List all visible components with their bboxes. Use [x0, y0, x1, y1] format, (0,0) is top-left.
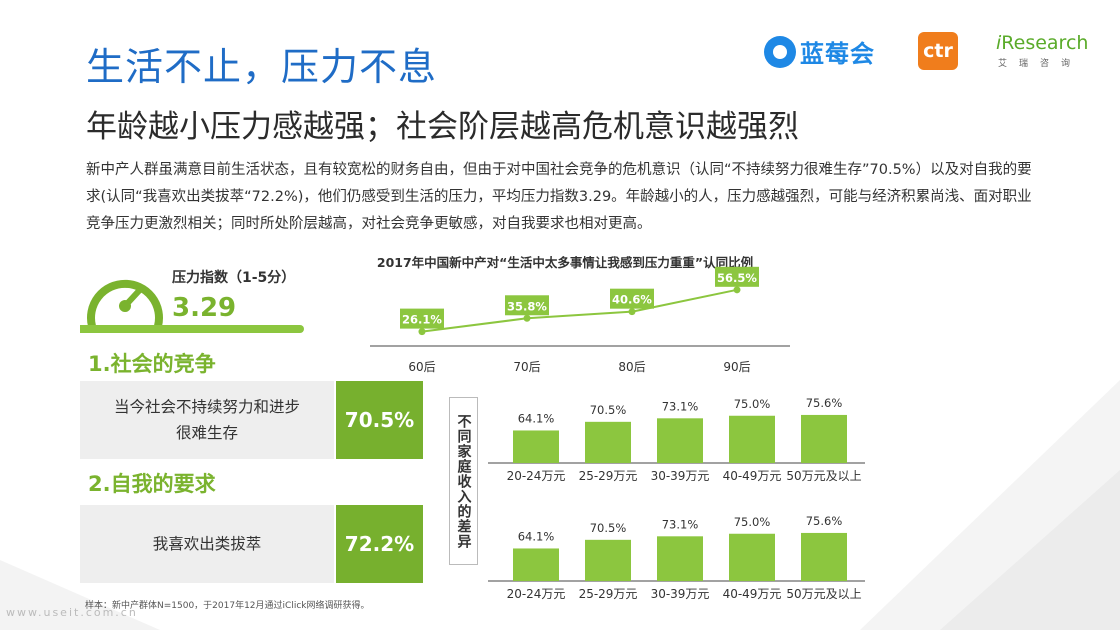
line-value-label: 26.1% — [402, 313, 442, 327]
income-difference-label: 不同家庭收入的差异 — [449, 397, 478, 565]
bar-value-label: 73.1% — [662, 517, 699, 531]
bar — [801, 532, 847, 581]
description-paragraph: 新中产人群虽满意目前生活状态，且有较宽松的财务自由，但由于对中国社会竞争的危机意… — [86, 162, 1032, 232]
line-value-box — [505, 295, 549, 316]
bar-category-label: 40-49万元 — [723, 469, 782, 483]
lanmei-logo-text: 蓝莓会 — [800, 40, 875, 68]
line-category-label: 70后 — [513, 360, 540, 374]
income-bar-chart-self: 64.1% 20-24万元 70.5% 25-29万元 73.1% 30-39万元 75.0… — [488, 514, 865, 601]
gauge-underline — [80, 325, 304, 333]
bar — [801, 414, 847, 463]
page-subtitle: 年龄越小压力感越强；社会阶层越高危机意识越强烈 — [86, 109, 799, 145]
sample-note: 样本：新中产群体N=1500，于2017年12月通过iClick网络调研获得。 — [85, 601, 370, 611]
bar — [513, 430, 559, 463]
bar-category-label: 50万元及以上 — [786, 469, 861, 483]
social-competition-line1: 当今社会不持续努力和进步 — [113, 398, 300, 416]
bar-value-label: 75.0% — [734, 515, 771, 529]
bar — [513, 548, 559, 581]
watermark: www.useit.com.cn — [6, 606, 138, 619]
line-value-box — [400, 308, 444, 329]
bar-value-label: 75.6% — [806, 396, 843, 410]
bar-value-label: 70.5% — [590, 521, 627, 535]
line-chart-title: 2017年中国新中产对“生活中太多事情让我感到压力重重”认同比例 — [377, 255, 753, 270]
section-social-competition-title: 1.社会的竞争 — [88, 352, 216, 376]
ctr-logo: ctr — [918, 32, 958, 70]
bar-category-label: 40-49万元 — [723, 587, 782, 601]
social-competition-line2: 很难生存 — [175, 424, 238, 442]
bar-category-label: 30-39万元 — [651, 587, 710, 601]
bar — [657, 418, 703, 463]
self-requirement-percent: 72.2% — [336, 505, 423, 583]
bar-category-label: 20-24万元 — [507, 469, 566, 483]
social-competition-percent: 70.5% — [336, 381, 423, 459]
self-requirement-statement: 我喜欢出类拔萃 — [80, 505, 334, 583]
line-series — [421, 288, 738, 333]
bar-value-label: 64.1% — [518, 411, 555, 425]
bar-value-label: 70.5% — [590, 403, 627, 417]
line-point — [418, 328, 426, 336]
bar-category-label: 50万元及以上 — [786, 587, 861, 601]
line-value-label: 40.6% — [612, 293, 652, 307]
line-category-label: 90后 — [723, 360, 750, 374]
line-point — [733, 286, 741, 294]
iresearch-logo-i: i — [996, 32, 1002, 54]
bar — [585, 421, 631, 463]
iresearch-logo-text: Research — [1001, 32, 1089, 54]
line-category-label: 60后 — [408, 360, 435, 374]
bar — [657, 536, 703, 581]
bar-category-label: 25-29万元 — [579, 587, 638, 601]
bar-category-label: 30-39万元 — [651, 469, 710, 483]
bar — [729, 533, 775, 581]
section-self-requirement-title: 2.自我的要求 — [88, 472, 216, 496]
line-point — [628, 308, 636, 316]
bar — [585, 539, 631, 581]
iresearch-logo: iResearch 艾瑞咨询 — [996, 32, 1088, 69]
gauge-icon — [87, 279, 163, 330]
bar-value-label: 75.6% — [806, 514, 843, 528]
bar-category-label: 20-24万元 — [507, 587, 566, 601]
line-value-box — [715, 266, 759, 287]
logo-group: 蓝莓会 ctr iResearch 艾瑞咨询 — [758, 24, 1098, 84]
pressure-index-label: 压力指数（1-5分） — [172, 270, 296, 286]
lanmei-bubble-icon — [764, 35, 796, 68]
pressure-index-value: 3.29 — [172, 293, 237, 323]
page-title: 生活不止，压力不息 — [86, 45, 438, 89]
bar-category-label: 25-29万元 — [579, 469, 638, 483]
line-value-label: 35.8% — [507, 299, 547, 313]
bar-value-label: 73.1% — [662, 399, 699, 413]
age-pressure-line-chart: 2017年中国新中产对“生活中太多事情让我感到压力重重”认同比例 26.1% 60后… — [370, 255, 790, 374]
lanmei-logo: 蓝莓会 — [764, 34, 875, 69]
social-competition-statement: 当今社会不持续努力和进步 很难生存 — [80, 381, 334, 459]
bar — [729, 415, 775, 463]
bar-value-label: 64.1% — [518, 529, 555, 543]
line-value-label: 56.5% — [717, 271, 757, 285]
line-value-box — [610, 288, 654, 309]
line-category-label: 80后 — [618, 360, 645, 374]
iresearch-logo-subtext: 艾瑞咨询 — [998, 59, 1083, 69]
line-point — [523, 314, 531, 322]
income-bar-chart-social: 64.1% 20-24万元 70.5% 25-29万元 73.1% 30-39万元 75.0… — [488, 396, 865, 483]
bar-value-label: 75.0% — [734, 397, 771, 411]
